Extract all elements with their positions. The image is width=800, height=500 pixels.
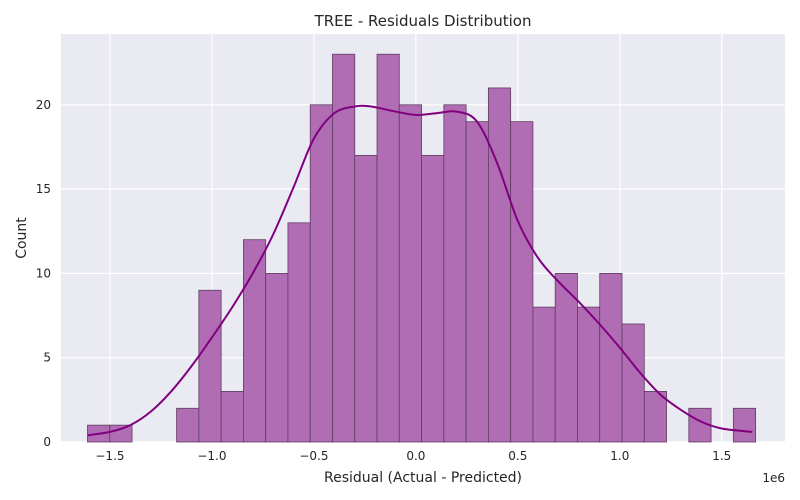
histogram-bar (621, 323, 645, 443)
x-axis-title: Residual (Actual - Predicted) (324, 470, 522, 486)
histogram-bar (309, 104, 333, 443)
x-tick-label: 1.5 (712, 449, 731, 463)
histogram-bar (109, 424, 133, 443)
x-tick-label: 1.0 (610, 449, 629, 463)
kde-curve (87, 104, 753, 437)
histogram-bar (220, 391, 244, 443)
y-tick-label: 15 (36, 182, 51, 196)
y-tick-label: 10 (36, 266, 51, 280)
histogram-bar (176, 407, 200, 443)
x-offset-label: 1e6 (762, 471, 785, 485)
histogram-bars (87, 53, 757, 443)
histogram-bar (265, 273, 289, 443)
histogram-bar (532, 306, 556, 443)
histogram-bar (354, 154, 378, 443)
histogram-bar (421, 154, 445, 443)
y-tick-label: 20 (36, 98, 51, 112)
histogram-bar (198, 289, 222, 443)
x-tick-labels: −1.5 −1.0 −0.5 0.0 0.5 1.0 1.5 (95, 449, 731, 463)
x-tick-label: −1.0 (197, 449, 226, 463)
histogram-bar (510, 121, 534, 443)
x-tick-label: −0.5 (299, 449, 328, 463)
histogram-bar (443, 104, 467, 443)
histogram-bar (287, 222, 311, 443)
histogram-bar (465, 121, 489, 443)
histogram-bar (732, 407, 757, 443)
x-tick-label: 0.5 (508, 449, 527, 463)
histogram-bar (577, 306, 601, 443)
histogram-bar (487, 87, 512, 443)
y-tick-labels: 0 5 10 15 20 (36, 98, 51, 449)
histogram-bar (398, 104, 422, 443)
histogram-bar (643, 391, 667, 443)
chart-title: TREE - Residuals Distribution (314, 12, 532, 30)
y-tick-label: 5 (43, 351, 51, 365)
histogram-bar (599, 273, 623, 443)
x-tick-label: 0.0 (406, 449, 425, 463)
histogram-bar (554, 273, 578, 443)
x-tick-label: −1.5 (95, 449, 124, 463)
y-axis-title: Count (14, 217, 30, 259)
y-tick-label: 0 (43, 435, 51, 449)
